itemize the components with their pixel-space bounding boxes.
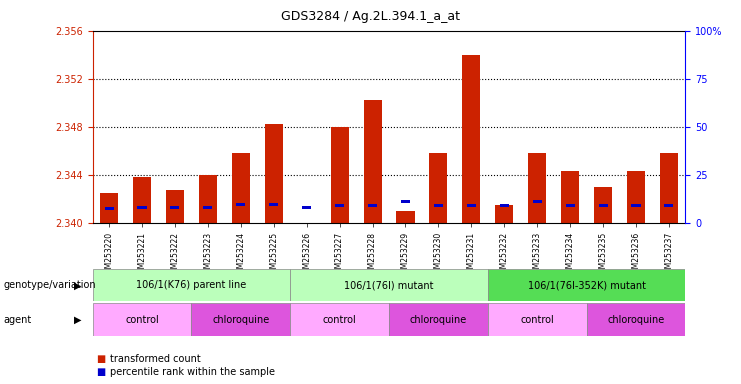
Bar: [104, 207, 113, 210]
Bar: [422, 31, 455, 223]
Bar: [434, 204, 443, 207]
Bar: [232, 153, 250, 223]
Bar: [389, 31, 422, 223]
Bar: [660, 153, 678, 223]
Bar: [627, 171, 645, 223]
Bar: [191, 31, 225, 223]
Text: GDS3284 / Ag.2L.394.1_a_at: GDS3284 / Ag.2L.394.1_a_at: [281, 10, 460, 23]
Bar: [236, 203, 245, 206]
Text: chloroquine: chloroquine: [212, 314, 270, 325]
Text: genotype/variation: genotype/variation: [4, 280, 96, 290]
Bar: [323, 31, 356, 223]
Text: ■: ■: [96, 354, 105, 364]
Bar: [653, 31, 685, 223]
Bar: [133, 177, 151, 223]
Bar: [93, 303, 191, 336]
Bar: [462, 55, 480, 223]
Bar: [533, 200, 542, 203]
Bar: [170, 205, 179, 209]
Text: ■: ■: [96, 367, 105, 377]
Bar: [290, 31, 323, 223]
Bar: [521, 31, 554, 223]
Bar: [302, 205, 311, 209]
Bar: [499, 204, 509, 207]
Bar: [138, 205, 147, 209]
Bar: [100, 193, 118, 223]
Text: control: control: [125, 314, 159, 325]
Bar: [199, 175, 217, 223]
Bar: [203, 205, 213, 209]
Bar: [93, 31, 125, 223]
Bar: [488, 31, 521, 223]
Bar: [298, 223, 316, 297]
Text: ▶: ▶: [74, 315, 82, 325]
Bar: [528, 153, 546, 223]
Bar: [269, 203, 279, 206]
Bar: [364, 100, 382, 223]
Text: agent: agent: [4, 315, 32, 325]
Bar: [665, 204, 674, 207]
Bar: [488, 303, 587, 336]
Bar: [587, 31, 619, 223]
Bar: [330, 127, 349, 223]
Bar: [389, 303, 488, 336]
Bar: [159, 31, 191, 223]
Bar: [290, 269, 488, 301]
Bar: [565, 204, 575, 207]
Bar: [265, 124, 283, 223]
Bar: [335, 204, 344, 207]
Bar: [225, 31, 257, 223]
Bar: [166, 190, 184, 223]
Text: percentile rank within the sample: percentile rank within the sample: [110, 367, 275, 377]
Bar: [290, 303, 389, 336]
Text: chloroquine: chloroquine: [608, 314, 665, 325]
Bar: [495, 205, 514, 223]
Bar: [396, 211, 414, 223]
Text: 106/1(76I-352K) mutant: 106/1(76I-352K) mutant: [528, 280, 645, 290]
Text: 106/1(K76) parent line: 106/1(K76) parent line: [136, 280, 247, 290]
Text: control: control: [520, 314, 554, 325]
Bar: [599, 204, 608, 207]
Bar: [631, 204, 640, 207]
Bar: [467, 204, 476, 207]
Bar: [561, 171, 579, 223]
Bar: [93, 269, 290, 301]
Bar: [191, 303, 290, 336]
Bar: [257, 31, 290, 223]
Bar: [356, 31, 389, 223]
Bar: [368, 204, 377, 207]
Bar: [619, 31, 653, 223]
Text: transformed count: transformed count: [110, 354, 200, 364]
Text: control: control: [323, 314, 356, 325]
Bar: [429, 153, 448, 223]
Bar: [488, 269, 685, 301]
Bar: [455, 31, 488, 223]
Bar: [587, 303, 685, 336]
Text: chloroquine: chloroquine: [410, 314, 467, 325]
Bar: [401, 200, 410, 203]
Text: ▶: ▶: [74, 280, 82, 290]
Bar: [554, 31, 587, 223]
Text: 106/1(76I) mutant: 106/1(76I) mutant: [345, 280, 433, 290]
Bar: [125, 31, 159, 223]
Bar: [594, 187, 612, 223]
